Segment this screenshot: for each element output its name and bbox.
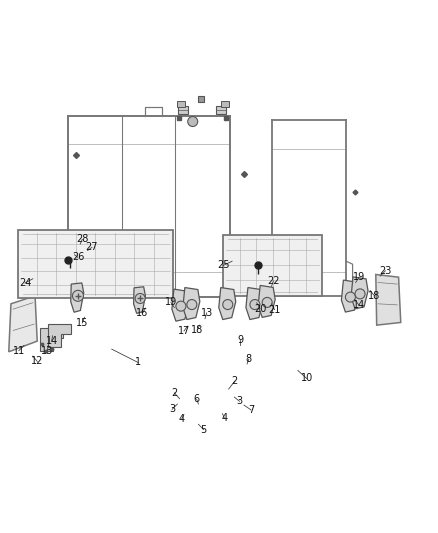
Circle shape xyxy=(187,300,197,310)
Circle shape xyxy=(355,289,365,299)
Text: 18: 18 xyxy=(191,325,203,335)
Polygon shape xyxy=(351,277,368,309)
Text: 14: 14 xyxy=(46,336,58,346)
Text: 8: 8 xyxy=(246,354,252,364)
Text: 16: 16 xyxy=(136,309,148,318)
Text: 26: 26 xyxy=(72,253,84,262)
Circle shape xyxy=(176,301,186,311)
Polygon shape xyxy=(341,280,358,312)
Bar xyxy=(18,230,173,298)
Circle shape xyxy=(135,294,145,303)
Text: 1: 1 xyxy=(135,358,141,367)
Polygon shape xyxy=(183,287,200,320)
Text: 11: 11 xyxy=(13,346,25,356)
Polygon shape xyxy=(71,283,84,312)
Text: 4: 4 xyxy=(179,414,185,424)
Circle shape xyxy=(262,297,272,308)
Circle shape xyxy=(250,300,260,310)
Text: 17: 17 xyxy=(178,326,190,336)
Text: 15: 15 xyxy=(76,318,88,328)
Text: 3: 3 xyxy=(237,397,243,406)
Text: 25: 25 xyxy=(217,261,230,270)
Text: 21: 21 xyxy=(268,305,281,314)
Text: 23: 23 xyxy=(379,266,392,276)
Text: 24: 24 xyxy=(19,278,31,288)
Polygon shape xyxy=(258,285,275,318)
Text: 19: 19 xyxy=(353,272,365,282)
Circle shape xyxy=(223,300,233,310)
Polygon shape xyxy=(48,325,71,348)
Circle shape xyxy=(188,117,198,126)
Text: 13: 13 xyxy=(201,308,213,318)
Polygon shape xyxy=(376,274,401,325)
Bar xyxy=(223,235,322,296)
Polygon shape xyxy=(219,287,236,320)
Polygon shape xyxy=(9,296,37,352)
Text: 19: 19 xyxy=(165,297,177,307)
Text: 5: 5 xyxy=(201,425,207,434)
Bar xyxy=(178,106,188,114)
Text: 2: 2 xyxy=(171,388,177,398)
Bar xyxy=(198,96,204,102)
Text: 22: 22 xyxy=(267,276,279,286)
Bar xyxy=(221,101,229,107)
Text: 28: 28 xyxy=(76,235,88,244)
Text: 9: 9 xyxy=(237,335,243,345)
Polygon shape xyxy=(246,287,263,320)
Polygon shape xyxy=(172,289,189,321)
Polygon shape xyxy=(134,287,145,313)
Text: 3: 3 xyxy=(169,405,175,414)
Circle shape xyxy=(346,292,355,302)
Text: 4: 4 xyxy=(221,413,227,423)
Text: 27: 27 xyxy=(86,243,98,252)
Text: 2: 2 xyxy=(232,376,238,386)
Bar xyxy=(216,106,226,114)
Text: 10: 10 xyxy=(300,374,313,383)
Text: 18: 18 xyxy=(368,291,381,301)
Text: 7: 7 xyxy=(248,405,254,415)
Text: 20: 20 xyxy=(254,304,266,313)
Text: 13: 13 xyxy=(41,346,53,356)
Bar xyxy=(177,101,185,108)
Circle shape xyxy=(72,290,84,301)
Text: 6: 6 xyxy=(194,394,200,404)
Polygon shape xyxy=(40,328,63,351)
Text: 12: 12 xyxy=(31,357,43,366)
Text: 14: 14 xyxy=(353,301,365,310)
